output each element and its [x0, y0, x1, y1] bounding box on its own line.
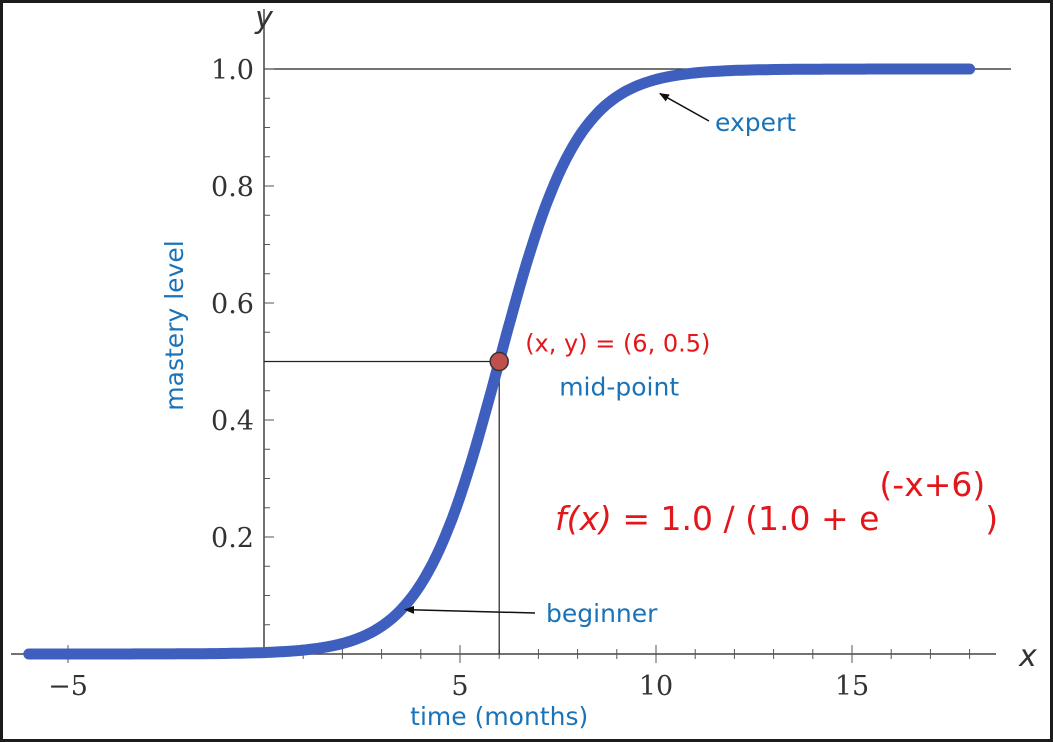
y-tick-label: 0.2 — [211, 523, 254, 554]
expert-annotation-arrow — [659, 92, 710, 122]
y-axis-title: mastery level — [160, 240, 189, 410]
formula-body: = 1.0 / (1.0 + e — [612, 499, 880, 538]
formula-exponent: (-x+6) — [879, 465, 985, 504]
x-tick-label: −5 — [48, 671, 88, 702]
midpoint-marker — [489, 351, 509, 372]
x-axis-title: time (months) — [410, 702, 588, 731]
midpoint-coordinates-label: (x, y) = (6, 0.5) — [525, 330, 710, 358]
midpoint-caption: mid-point — [559, 373, 679, 402]
formula-close: ) — [985, 499, 998, 538]
major-ticks: −5 5 10 15 0.2 0.4 0.6 0.8 1.0 — [48, 55, 869, 702]
x-tick-label: 15 — [835, 671, 869, 702]
sigmoid-chart: −5 5 10 15 0.2 0.4 0.6 0.8 1.0 x y time (months)… — [11, 3, 1037, 731]
x-tick-label: 5 — [451, 671, 468, 702]
x-axis-variable: x — [1018, 639, 1037, 674]
formula: f(x) = 1.0 / (1.0 + e(-x+6)) — [555, 465, 998, 538]
y-tick-label: 1.0 — [211, 55, 254, 86]
y-axis-variable: y — [254, 3, 274, 36]
formula-lhs: f(x) — [555, 499, 612, 538]
x-tick-label: 10 — [639, 671, 673, 702]
y-tick-label: 0.4 — [211, 406, 254, 437]
y-tick-label: 0.8 — [211, 172, 254, 203]
chart-frame: −5 5 10 15 0.2 0.4 0.6 0.8 1.0 x y time (months)… — [3, 3, 1050, 739]
beginner-annotation-label: beginner — [546, 599, 658, 628]
beginner-annotation-arrow — [404, 605, 536, 614]
expert-annotation-label: expert — [715, 108, 796, 137]
y-tick-label: 0.6 — [211, 289, 254, 320]
